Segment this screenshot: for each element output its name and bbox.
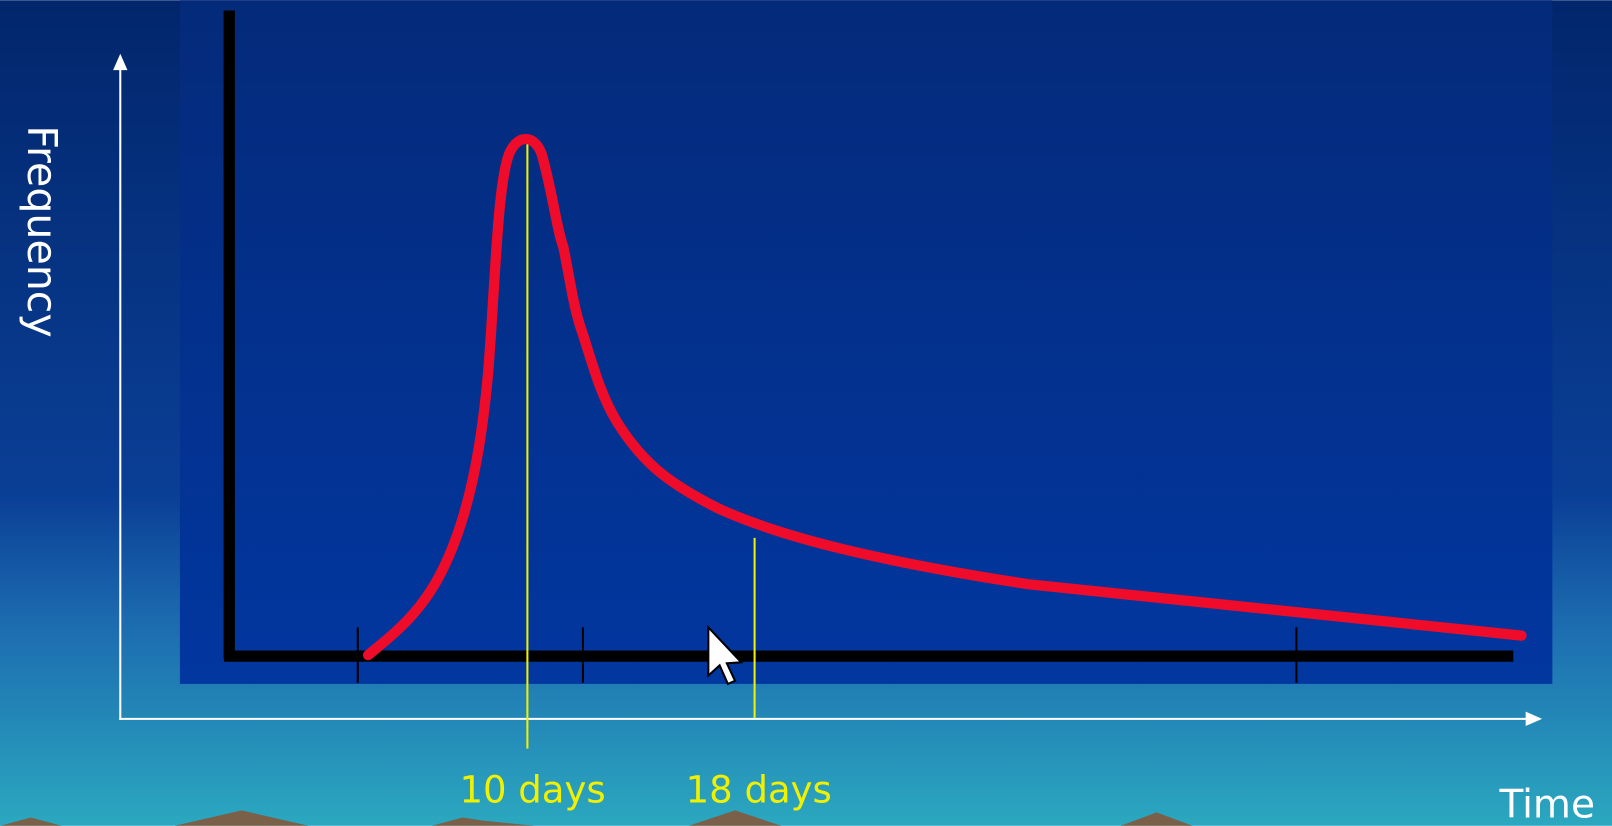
marker-label: 18 days	[686, 768, 832, 811]
y-axis-label: Frequency	[18, 125, 66, 337]
marker-label: 10 days	[459, 768, 605, 811]
y-arrow	[113, 53, 128, 71]
x-axis-label: Time	[1498, 783, 1595, 826]
x-arrow	[1525, 711, 1543, 727]
axis-ticks	[356, 627, 1298, 683]
mountains	[0, 810, 1193, 826]
mouse-cursor	[707, 624, 744, 686]
chart-panel	[179, 0, 1553, 684]
distribution-curve	[362, 133, 1527, 661]
